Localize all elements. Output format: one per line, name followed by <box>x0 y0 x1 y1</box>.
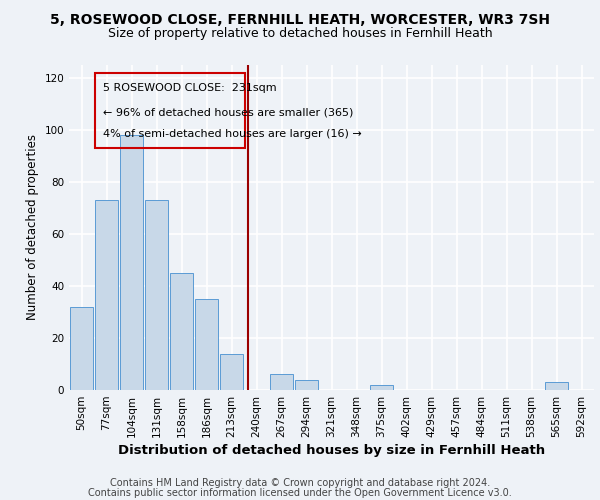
Text: Contains HM Land Registry data © Crown copyright and database right 2024.: Contains HM Land Registry data © Crown c… <box>110 478 490 488</box>
Text: ← 96% of detached houses are smaller (365): ← 96% of detached houses are smaller (36… <box>103 108 353 118</box>
Y-axis label: Number of detached properties: Number of detached properties <box>26 134 39 320</box>
Bar <box>269 374 293 390</box>
Bar <box>194 299 218 390</box>
Bar <box>545 382 568 390</box>
Text: 5 ROSEWOOD CLOSE:  231sqm: 5 ROSEWOOD CLOSE: 231sqm <box>103 83 277 93</box>
Bar <box>145 200 169 390</box>
Text: 4% of semi-detached houses are larger (16) →: 4% of semi-detached houses are larger (1… <box>103 130 361 140</box>
Bar <box>220 354 244 390</box>
Bar <box>95 73 245 148</box>
Bar <box>70 307 94 390</box>
Text: Size of property relative to detached houses in Fernhill Heath: Size of property relative to detached ho… <box>107 28 493 40</box>
Bar <box>370 385 394 390</box>
Bar <box>95 200 118 390</box>
Bar <box>295 380 319 390</box>
X-axis label: Distribution of detached houses by size in Fernhill Heath: Distribution of detached houses by size … <box>118 444 545 457</box>
Bar <box>119 135 143 390</box>
Text: Contains public sector information licensed under the Open Government Licence v3: Contains public sector information licen… <box>88 488 512 498</box>
Text: 5, ROSEWOOD CLOSE, FERNHILL HEATH, WORCESTER, WR3 7SH: 5, ROSEWOOD CLOSE, FERNHILL HEATH, WORCE… <box>50 12 550 26</box>
Bar <box>170 273 193 390</box>
